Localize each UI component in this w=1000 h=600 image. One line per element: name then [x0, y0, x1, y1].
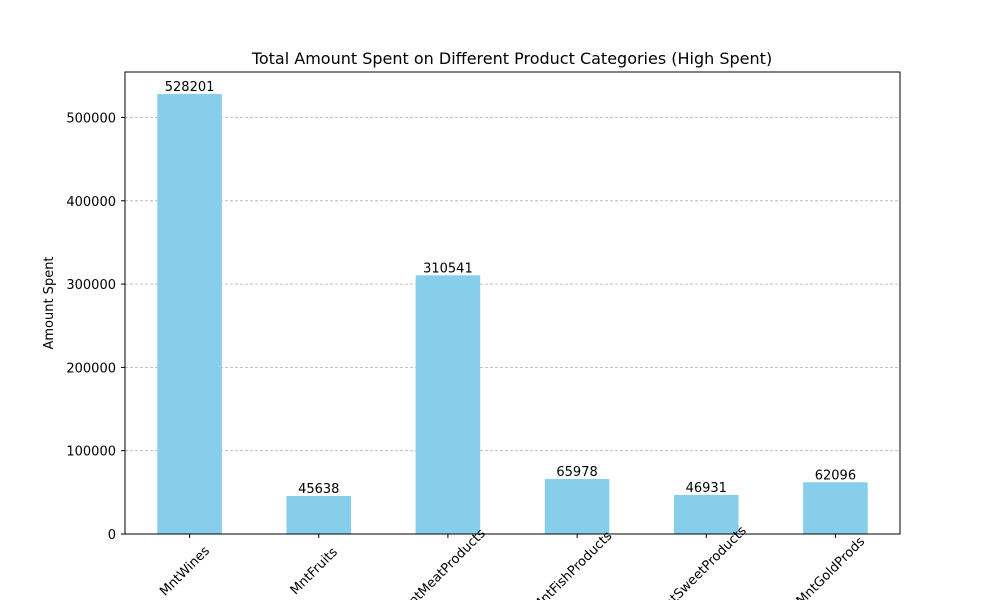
chart-title: Total Amount Spent on Different Product … [251, 49, 772, 68]
x-tick-label: MntWines [157, 544, 213, 600]
y-tick-label: 500000 [66, 111, 116, 126]
bar [803, 482, 868, 534]
bar [286, 495, 352, 534]
y-tick-label: 400000 [66, 195, 116, 210]
value-label: 46931 [686, 481, 727, 496]
bar [415, 275, 481, 534]
value-label: 62096 [815, 468, 856, 483]
x-tick-label: MntMeatProducts [398, 526, 489, 600]
y-tick-label: 0 [108, 528, 116, 543]
x-tick-label: MntFruits [288, 545, 341, 598]
y-axis-label: Amount Spent [42, 256, 57, 349]
bar [157, 93, 222, 534]
plot-frame [124, 71, 901, 535]
value-label: 45638 [298, 482, 339, 497]
x-tick-label: MntFishProducts [530, 529, 616, 600]
x-tick-label: MntSweetProducts [654, 523, 750, 600]
value-label: 65978 [556, 465, 597, 480]
bar [544, 479, 610, 534]
value-label: 310541 [423, 261, 473, 276]
y-tick-label: 300000 [66, 278, 116, 293]
x-tick-label: MntGoldProds [794, 534, 868, 600]
y-tick-label: 100000 [66, 445, 116, 460]
value-label: 528201 [165, 80, 215, 95]
bar [673, 494, 739, 534]
y-tick-label: 200000 [66, 361, 116, 376]
